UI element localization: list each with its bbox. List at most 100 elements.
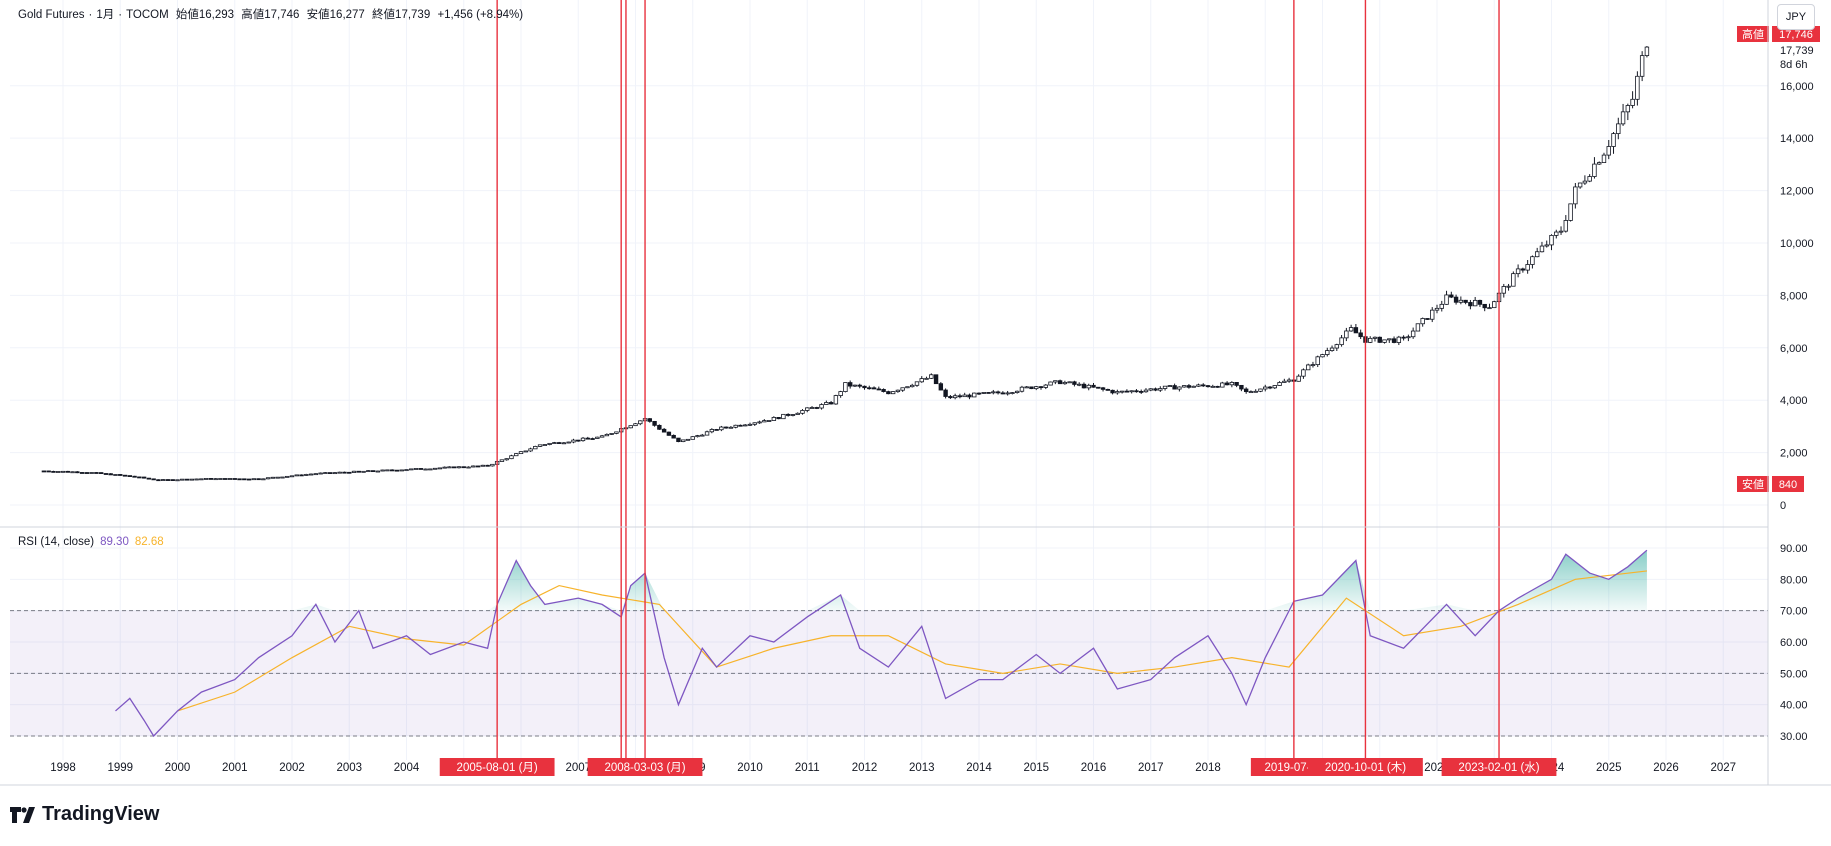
candle-body (1534, 251, 1540, 258)
candle-body (1129, 390, 1134, 393)
year-tick-label: 2015 (1023, 762, 1049, 774)
candle-body (56, 471, 61, 473)
tradingview-logo[interactable]: TradingView (10, 803, 159, 826)
candle-body (375, 470, 381, 473)
rsi-series (115, 549, 1648, 738)
symbol-name[interactable]: Gold Futures (18, 9, 85, 21)
candle-body (1391, 338, 1397, 343)
candle-body (733, 424, 738, 428)
candle-body (957, 395, 963, 398)
candle-body (1263, 386, 1268, 390)
candle-body (1110, 389, 1115, 394)
chart-grid (10, 0, 1768, 760)
candle-body (890, 391, 896, 395)
candle-body (590, 438, 595, 440)
candle-body (98, 472, 104, 474)
candle-body (1611, 133, 1616, 147)
candle-body (1034, 386, 1039, 390)
candle-body (1305, 364, 1311, 371)
candle-body (175, 479, 180, 482)
rsi-indicator-label[interactable]: RSI (14, close) (18, 536, 95, 548)
candle-body (752, 422, 757, 425)
year-tick-label: 2010 (737, 762, 763, 774)
candle-body (1019, 386, 1025, 392)
candle-body (695, 435, 700, 438)
candle-body (1582, 180, 1588, 184)
candle-body (1277, 382, 1282, 386)
candle-body (1000, 392, 1006, 395)
interval-label[interactable]: 1月 (96, 9, 115, 21)
candle-body (1439, 303, 1444, 309)
candle-body (833, 395, 839, 405)
candle-body (246, 478, 252, 481)
candle-body (418, 468, 424, 470)
year-tick-label: 2002 (279, 762, 305, 774)
candle-body (304, 474, 309, 476)
candle-body (542, 444, 548, 446)
candle-body (556, 442, 562, 444)
candle-body (1014, 390, 1020, 393)
price-tick-label: 4,000 (1780, 395, 1808, 407)
candle-body (1348, 327, 1354, 332)
candle-body (342, 471, 347, 474)
low-value: 16,277 (329, 9, 365, 21)
candle-body (862, 385, 867, 389)
candle-body (1329, 347, 1335, 351)
year-tick-label: 2004 (394, 762, 420, 774)
candle-body (75, 471, 80, 474)
candle-body (1201, 384, 1206, 387)
candle-body (1401, 336, 1406, 339)
candle-body (399, 469, 404, 472)
candle-body (1577, 182, 1583, 188)
candle-body (1005, 392, 1010, 395)
candle-body (60, 470, 66, 473)
price-tick-label: 14,000 (1780, 133, 1814, 145)
candle-body (1382, 339, 1387, 343)
price-tick-label: 16,000 (1780, 81, 1814, 93)
candle-body (1172, 385, 1177, 390)
candle-body (1105, 388, 1111, 391)
candle-body (1434, 307, 1440, 311)
candle-body (647, 418, 653, 422)
candle-body (366, 470, 371, 473)
rsi-overbought-fill (115, 550, 1647, 611)
candle-body (1487, 307, 1492, 310)
candle-body (1334, 344, 1340, 349)
candle-body (1215, 385, 1220, 388)
candle-body (809, 407, 815, 409)
exchange-label: TOCOM (126, 9, 169, 21)
year-tick-label: 2027 (1710, 762, 1736, 774)
candle-body (1243, 388, 1249, 393)
year-tick-label: 2016 (1081, 762, 1107, 774)
currency-button[interactable]: JPY (1777, 4, 1815, 30)
candle-body (757, 421, 762, 424)
candle-body (547, 442, 552, 445)
year-tick-label: 2011 (795, 762, 820, 774)
rsi-tick-label: 70.00 (1780, 606, 1808, 618)
candle-body (938, 383, 944, 391)
date-marker-label: 2020-10-01 (木) (1308, 758, 1423, 776)
rsi-tick-label: 80.00 (1780, 574, 1808, 586)
year-tick-label: 2014 (966, 762, 992, 774)
price-tick-label: 8,000 (1780, 290, 1808, 302)
candle-body (1415, 323, 1421, 332)
candle-body (580, 437, 586, 442)
candle-body (1420, 318, 1425, 325)
candle-body (609, 433, 614, 435)
price-tick-label: 2,000 (1780, 448, 1808, 460)
candle-body (1458, 299, 1464, 303)
candle-body (638, 420, 643, 425)
tradingview-logo-icon (10, 806, 35, 823)
candle-body (1091, 384, 1096, 388)
candle-body (714, 429, 719, 431)
candle-body (895, 389, 901, 393)
candle-body (509, 455, 514, 460)
candle-body (976, 392, 982, 395)
candle-body (991, 391, 996, 394)
candle-body (552, 442, 557, 444)
candle-body (1453, 296, 1459, 303)
candle-body (1239, 384, 1244, 390)
candle-body (1630, 98, 1635, 106)
candle-body (380, 469, 385, 472)
date-marker-label: 2008-03-03 (月) (587, 758, 703, 776)
